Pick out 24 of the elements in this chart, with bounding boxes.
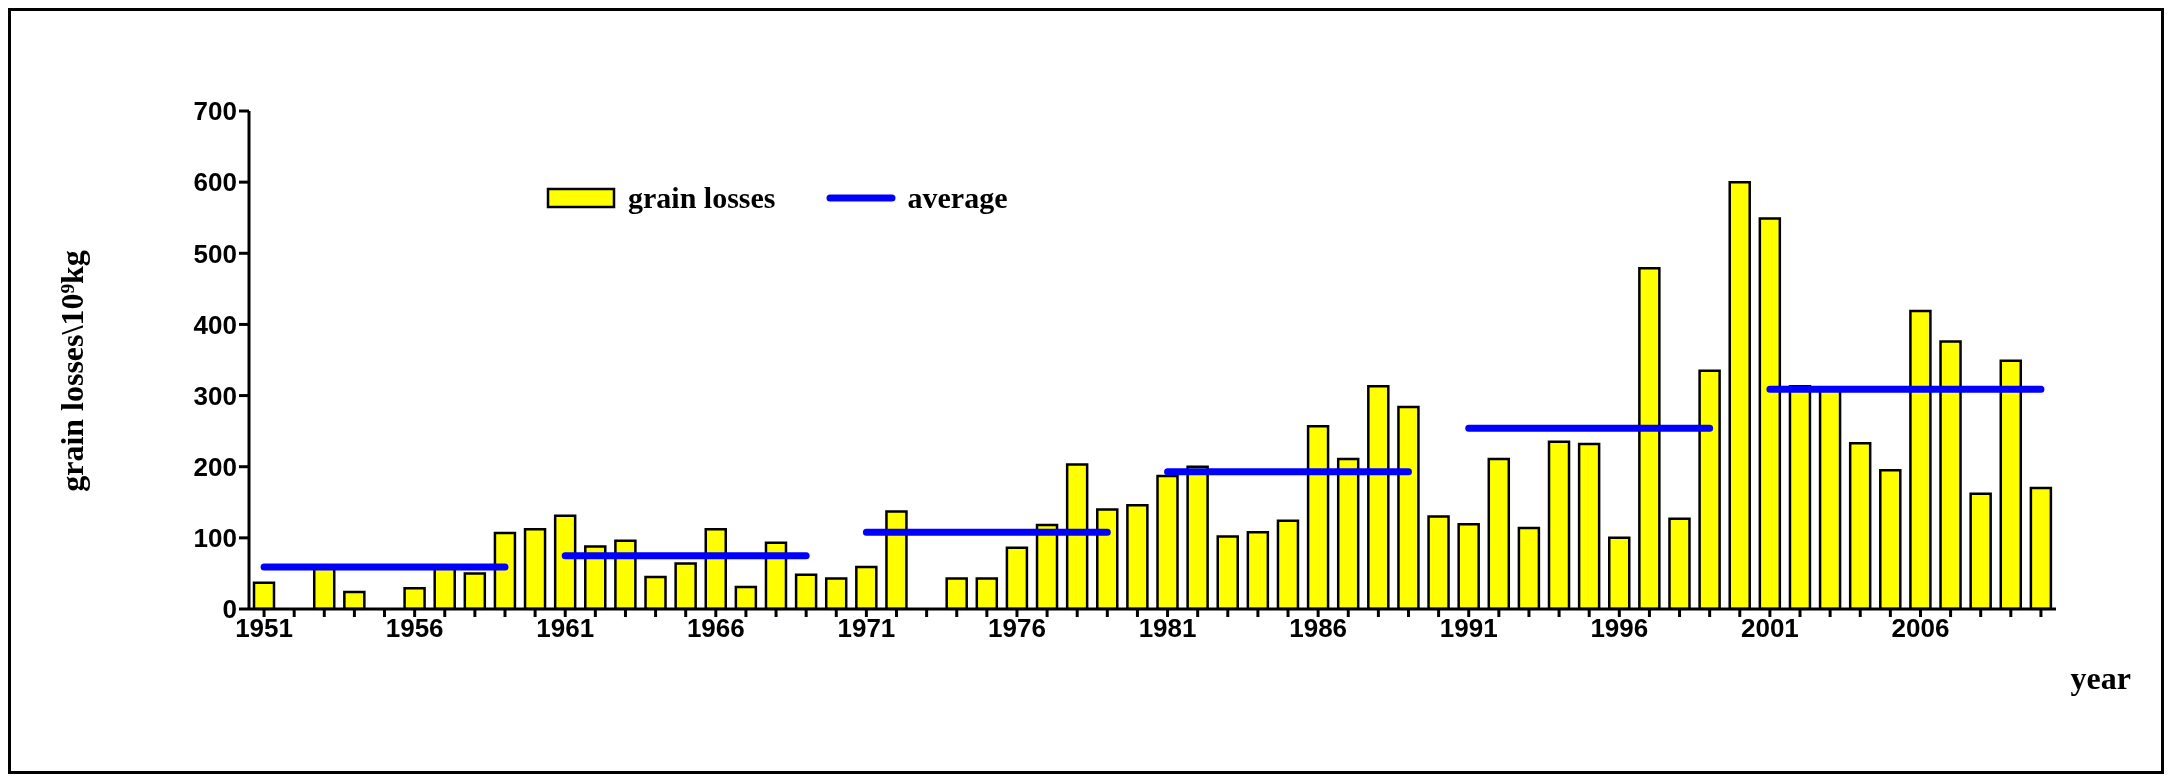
x-tick-label: 1961 (536, 613, 595, 644)
y-tick-label: 700 (193, 96, 237, 127)
x-tick-label: 1971 (837, 613, 896, 644)
x-tick-label: 1996 (1590, 613, 1649, 644)
x-tick-label: 1981 (1138, 613, 1197, 644)
y-tick-label: 600 (193, 167, 237, 198)
x-tick-label: 2006 (1891, 613, 1950, 644)
y-tick-label: 0 (222, 594, 237, 625)
x-tick-label: 1976 (988, 613, 1046, 644)
y-tick-label: 400 (193, 309, 237, 340)
y-axis-title: grain losses\10⁹kg (54, 250, 90, 492)
y-tick-label: 300 (193, 380, 237, 411)
y-tick-label: 100 (193, 523, 237, 554)
x-axis-title: year (2070, 660, 2131, 696)
x-tick-label: 2001 (1740, 613, 1799, 644)
x-tick-label: 1966 (686, 613, 745, 644)
x-tick-label: 1951 (235, 613, 293, 644)
y-tick-label: 200 (193, 451, 237, 482)
x-tick-label: 1956 (385, 613, 444, 644)
y-tick-label: 500 (193, 238, 237, 269)
legend-label: grain losses (628, 181, 776, 215)
legend-label: average (907, 181, 1008, 215)
x-tick-label: 1991 (1439, 613, 1498, 644)
x-tick-label: 1986 (1289, 613, 1348, 644)
